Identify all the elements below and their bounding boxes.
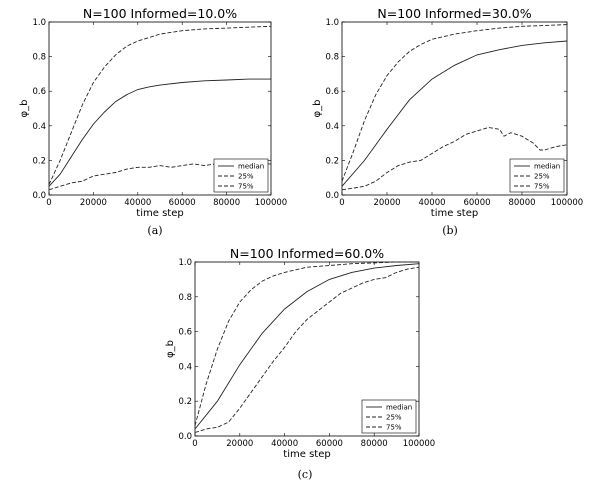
y-tick-label: 1.0 [325, 18, 339, 28]
legend-label: median [238, 163, 264, 171]
y-axis-label: φ_b [312, 100, 323, 118]
x-tick-label: 60000 [316, 439, 343, 449]
series-line-25pct [194, 266, 420, 433]
y-tick-label: 1.0 [32, 18, 46, 28]
y-tick-label: 1.0 [178, 258, 192, 268]
y-tick-label: 0.4 [325, 122, 339, 132]
x-tick-label: 20000 [80, 198, 107, 208]
x-tick-label: 100000 [403, 439, 435, 449]
x-tick-label: 60000 [463, 198, 490, 208]
chart-title: N=100 Informed=10.0% [83, 6, 237, 21]
x-tick-label: 100000 [255, 198, 287, 208]
y-tick-label: 0.8 [178, 293, 192, 303]
legend-box [361, 399, 417, 434]
legend-label: median [534, 163, 560, 171]
figure-caption: (c) [298, 468, 313, 481]
y-tick-label: 0.0 [32, 191, 46, 201]
y-tick-label: 0.2 [32, 156, 46, 166]
x-tick-label: 40000 [271, 439, 298, 449]
legend: median 25% 75% [361, 399, 417, 434]
legend-label: median [386, 404, 412, 412]
chart-panel-2: N=100 Informed=30.0% 0 20000 40000 60000 8000… [312, 6, 583, 237]
x-tick-label: 0 [339, 198, 344, 208]
legend-label: 25% [534, 173, 550, 181]
y-tick-label: 0.8 [325, 53, 339, 63]
series-line-75pct [194, 261, 419, 426]
y-axis-label: φ_b [165, 340, 176, 358]
x-tick-label: 80000 [361, 439, 388, 449]
x-tick-label: 0 [192, 439, 197, 449]
y-tick-label: 0.0 [325, 191, 339, 201]
figure-caption: (a) [147, 224, 162, 237]
y-tick-label: 0.6 [325, 87, 339, 97]
x-axis-label: time step [136, 208, 183, 219]
y-tick-label: 0.4 [32, 122, 46, 132]
series-line-75pct [48, 25, 272, 185]
chart-title: N=100 Informed=60.0% [230, 246, 384, 261]
series-line-median [48, 78, 271, 187]
x-tick-label: 20000 [226, 439, 253, 449]
legend-label: 75% [386, 424, 402, 432]
x-tick-label: 0 [46, 198, 51, 208]
y-tick-label: 0.8 [32, 53, 46, 63]
series-line-25pct [341, 127, 568, 191]
legend-box [213, 158, 269, 193]
chart-panel-3: N=100 Informed=60.0% 0 20000 40000 60000 8000… [165, 246, 435, 481]
y-axis-label: φ_b [19, 100, 30, 118]
series-line-75pct [341, 24, 568, 182]
x-tick-label: 20000 [373, 198, 400, 208]
chart-panel-1: N=100 Informed=10.0% 0 20000 40000 60000 8000… [19, 6, 287, 237]
figure-caption: (b) [442, 224, 458, 237]
legend-label: 75% [238, 183, 254, 191]
x-tick-label: 80000 [508, 198, 535, 208]
legend-label: 75% [534, 183, 550, 191]
x-axis-label: time step [431, 208, 478, 219]
x-tick-label: 100000 [551, 198, 583, 208]
y-tick-label: 0.6 [178, 328, 192, 338]
legend-label: 25% [238, 173, 254, 181]
x-tick-label: 40000 [124, 198, 151, 208]
chart-title: N=100 Informed=30.0% [377, 6, 531, 21]
legend: median 25% 75% [213, 158, 269, 193]
y-tick-label: 0.4 [178, 362, 192, 372]
legend: median 25% 75% [509, 158, 565, 193]
x-tick-label: 40000 [418, 198, 445, 208]
y-tick-label: 0.0 [178, 432, 192, 442]
legend-box [509, 158, 565, 193]
x-tick-label: 60000 [169, 198, 196, 208]
y-tick-label: 0.2 [325, 156, 339, 166]
y-tick-label: 0.2 [178, 397, 192, 407]
y-tick-label: 0.6 [32, 87, 46, 97]
x-tick-label: 80000 [213, 198, 240, 208]
series-line-median [194, 263, 420, 430]
x-axis-label: time step [283, 449, 330, 460]
legend-label: 25% [386, 414, 402, 422]
series-line-median [341, 40, 568, 187]
